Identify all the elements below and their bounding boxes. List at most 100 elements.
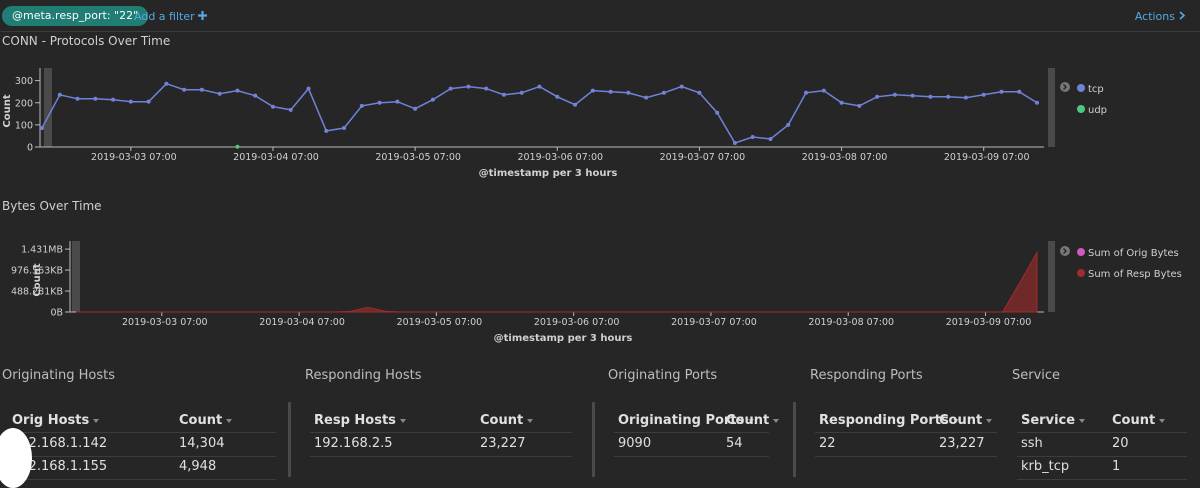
column-header[interactable]: Count — [1112, 413, 1166, 428]
sort-icon[interactable] — [773, 418, 780, 423]
column-header[interactable]: Count — [726, 413, 780, 428]
point — [430, 97, 435, 102]
point — [306, 86, 311, 91]
point — [732, 141, 737, 146]
point — [182, 87, 187, 92]
point — [555, 94, 560, 99]
table-cell: 192.168.1.142 — [12, 436, 108, 451]
column-header[interactable]: Orig Hosts — [12, 413, 100, 428]
table-cell: 20 — [1112, 436, 1129, 451]
actions[interactable]: Actions — [1135, 10, 1186, 23]
row-divider — [1017, 479, 1187, 480]
point — [235, 88, 240, 93]
point — [981, 92, 986, 97]
point — [235, 144, 240, 149]
point — [1035, 100, 1039, 105]
point — [946, 94, 951, 99]
sort-icon[interactable] — [226, 418, 233, 423]
brush-handle — [72, 241, 80, 312]
panel-title: Responding Ports — [810, 368, 923, 383]
table-cell: krb_tcp — [1021, 459, 1070, 474]
legend-label: Sum of Orig Bytes — [1088, 248, 1179, 259]
table-cell: 192.168.2.5 — [314, 436, 393, 451]
sort-icon[interactable] — [986, 418, 993, 423]
point — [377, 100, 382, 105]
brush-handle — [1048, 68, 1055, 147]
point — [57, 92, 62, 97]
sort-icon[interactable] — [748, 418, 755, 423]
x-axis-label: @timestamp per 3 hours — [494, 333, 633, 344]
sort-icon[interactable] — [952, 418, 959, 423]
legend-swatch — [1077, 248, 1085, 256]
x-tick-label: 2019-03-08 07:00 — [802, 152, 888, 163]
row-divider — [815, 432, 997, 433]
point — [519, 90, 524, 95]
legend-swatch — [1077, 105, 1085, 113]
legend-toggle[interactable] — [1060, 82, 1070, 92]
chevron[interactable] — [1178, 11, 1186, 20]
point — [857, 103, 862, 108]
table-cell: 54 — [726, 436, 743, 451]
column-header[interactable]: Responding Ports — [819, 413, 959, 428]
point — [750, 135, 755, 140]
table-cell: 22 — [819, 436, 836, 451]
x-tick-label: 2019-03-06 07:00 — [534, 317, 620, 328]
table-cell: ssh — [1021, 436, 1043, 451]
column-header[interactable]: Count — [179, 413, 233, 428]
panel-title: Originating Ports — [608, 368, 718, 383]
x-tick-label: 2019-03-08 07:00 — [808, 317, 894, 328]
point — [40, 125, 44, 130]
y-tick-label: 0B — [50, 308, 63, 319]
x-tick-label: 2019-03-07 07:00 — [660, 152, 746, 163]
point — [573, 102, 578, 107]
y-tick-label: 1.431MB — [21, 245, 63, 256]
actions-text[interactable]: Actions — [1134, 10, 1175, 23]
table-cell: 4,948 — [179, 459, 217, 474]
column-header[interactable]: Originating Ports — [618, 413, 755, 428]
point — [892, 92, 897, 97]
legend-toggle[interactable] — [1060, 246, 1070, 256]
point — [590, 88, 595, 93]
point — [128, 99, 133, 104]
point — [928, 94, 933, 99]
column-header[interactable]: Count — [939, 413, 993, 428]
point — [697, 90, 702, 95]
table-cell: 23,227 — [939, 436, 985, 451]
y-tick-label: 976.563KB — [11, 266, 63, 277]
column-header[interactable]: Count — [480, 413, 534, 428]
sort-icon[interactable] — [93, 418, 100, 423]
panel-title: Responding Hosts — [305, 368, 422, 383]
panel-separator — [793, 402, 796, 477]
x-axis-label: @timestamp per 3 hours — [479, 168, 618, 179]
point — [484, 86, 489, 91]
x-tick-label: 2019-03-04 07:00 — [259, 317, 345, 328]
y-tick-label: 0 — [27, 143, 33, 154]
sort-icon[interactable] — [1159, 418, 1166, 423]
brush-handle — [44, 68, 52, 147]
point — [875, 94, 880, 99]
filter-pill[interactable]: @meta.resp_port: "22" — [2, 6, 149, 26]
legend-swatch — [1077, 269, 1085, 277]
chart-title: CONN - Protocols Over Time — [2, 34, 170, 48]
plus-icon[interactable] — [197, 11, 207, 20]
point — [75, 96, 80, 101]
add-filter-text[interactable]: Add a filter — [134, 10, 195, 23]
sort-icon[interactable] — [1079, 418, 1086, 423]
legend-label: Sum of Resp Bytes — [1088, 269, 1182, 280]
row-divider — [8, 432, 276, 433]
point — [217, 91, 222, 96]
legend-label: tcp — [1088, 84, 1104, 95]
add-filter[interactable]: Add a filter — [134, 10, 207, 23]
sort-icon[interactable] — [527, 418, 534, 423]
point — [715, 110, 720, 115]
point — [537, 84, 542, 89]
point — [93, 96, 98, 101]
row-divider — [8, 479, 276, 480]
column-header[interactable]: Resp Hosts — [314, 413, 406, 428]
y-tick-label: 488.281KB — [11, 287, 63, 298]
point — [270, 104, 275, 109]
point — [288, 107, 293, 112]
sort-icon[interactable] — [399, 418, 406, 423]
column-header[interactable]: Service — [1021, 413, 1086, 428]
y-tick-label: 200 — [15, 98, 33, 109]
